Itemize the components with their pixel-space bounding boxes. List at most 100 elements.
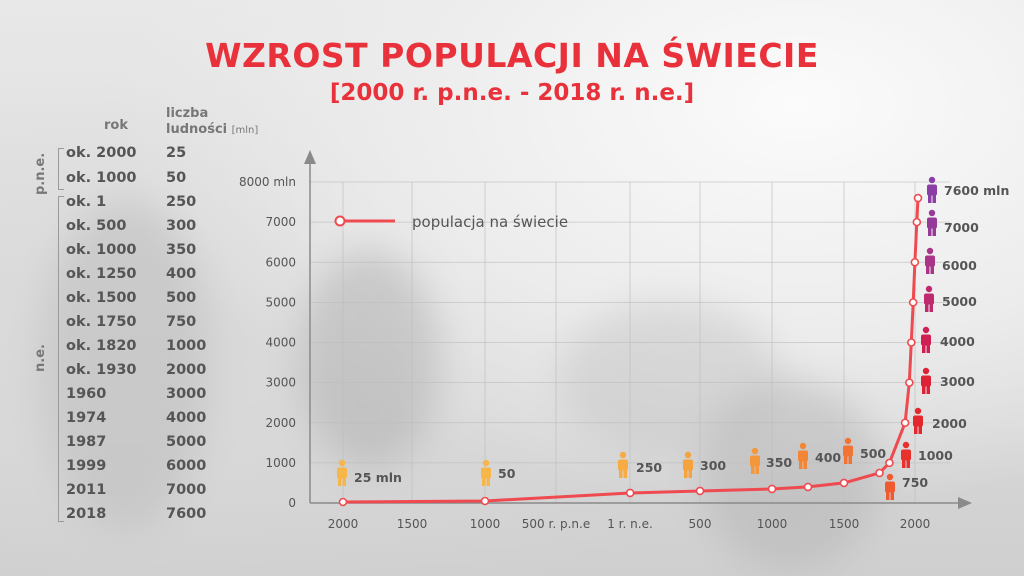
marker-label: 7600 mln: [944, 183, 1009, 198]
x-tick-label: 500 r. p.n.e: [522, 517, 590, 531]
background-blur: [560, 300, 780, 460]
table-cell-population: 500: [166, 290, 197, 306]
table-cell-population: 7600: [166, 506, 207, 522]
marker-label: 500: [860, 446, 886, 461]
y-tick-label: 0: [288, 496, 296, 510]
marker-label: 3000: [940, 374, 975, 389]
marker-label: 50: [498, 466, 516, 481]
y-tick-label: 6000: [265, 255, 296, 269]
table-cell-population: 3000: [166, 386, 207, 402]
data-point: [767, 484, 777, 494]
data-point: [338, 497, 348, 507]
data-point: [885, 458, 894, 468]
table-cell-year: ok. 1000: [66, 170, 137, 186]
table-cell-population: 2000: [166, 362, 207, 378]
chart-subtitle: [2000 r. p.n.e. - 2018 r. n.e.]: [329, 80, 695, 106]
person-icon: [750, 447, 760, 474]
person-icon: [481, 459, 491, 486]
table-row: ok. 1 250: [0, 194, 240, 218]
table-row: 1974 4000: [0, 410, 240, 434]
table-header-pop: ludności [mln]: [166, 122, 258, 137]
data-point: [905, 378, 914, 387]
person-icon: [885, 473, 895, 500]
x-tick-label: 1 r. n.e.: [607, 517, 653, 531]
background-blur: [700, 380, 880, 570]
series-line: [342, 198, 920, 504]
legend-marker: [334, 215, 346, 227]
table-header-pop-line2: ludności: [166, 122, 228, 137]
table-row: ok. 500 300: [0, 218, 240, 242]
marker-label: 300: [700, 458, 726, 473]
marker-label: 400: [815, 450, 841, 465]
person-icon: [927, 176, 937, 203]
table-cell-year: ok. 1000: [66, 242, 137, 258]
table-cell-year: ok. 2000: [66, 145, 137, 161]
chart-title: WZROST POPULACJI NA ŚWIECIE: [205, 36, 819, 75]
marker-label: 25 mln: [354, 470, 402, 485]
person-icon: [921, 367, 931, 394]
background-blur: [300, 250, 440, 470]
marker-label: 350: [766, 455, 792, 470]
table-row: ok. 1750 750: [0, 314, 240, 338]
x-tick-label: 500: [689, 517, 712, 531]
table-cell-year: ok. 1250: [66, 266, 137, 282]
person-icon: [843, 437, 853, 464]
marker-label: 5000: [942, 294, 977, 309]
table-row: 1987 5000: [0, 434, 240, 458]
data-point: [480, 496, 490, 506]
table-header-year: rok: [104, 118, 128, 133]
marker-label: 6000: [942, 258, 977, 273]
marker-label: 750: [902, 475, 928, 490]
data-point: [875, 468, 884, 478]
table-row: 1999 6000: [0, 458, 240, 482]
table-header-pop-line1: liczba: [166, 106, 209, 121]
marker-label: 4000: [940, 334, 975, 349]
marker-label: 2000: [932, 416, 967, 431]
table-cell-year: ok. 500: [66, 218, 127, 234]
person-icon: [921, 326, 931, 353]
table-cell-population: 25: [166, 145, 187, 161]
data-point: [625, 488, 635, 498]
y-tick-label: 1000: [265, 456, 296, 470]
person-icon: [913, 407, 923, 434]
y-tick-label: 4000: [265, 336, 296, 350]
x-tick-label: 1000: [470, 517, 501, 531]
table-cell-year: 2018: [66, 506, 107, 522]
x-tick-label: 2000: [900, 517, 931, 531]
table-cell-population: 1000: [166, 338, 207, 354]
table-cell-population: 5000: [166, 434, 207, 450]
table-cell-population: 300: [166, 218, 197, 234]
data-point: [908, 298, 918, 307]
table-row: ok. 1250 400: [0, 266, 240, 290]
table-row: ok. 1930 2000: [0, 362, 240, 386]
y-tick-label: 5000: [265, 295, 296, 309]
person-icon: [901, 441, 911, 468]
data-point: [803, 482, 813, 492]
table-cell-population: 7000: [166, 482, 207, 498]
x-axis-arrow: [958, 497, 972, 509]
y-tick-label: 7000: [265, 215, 296, 229]
person-icon: [683, 451, 693, 478]
data-point: [907, 338, 916, 347]
data-point: [912, 217, 922, 227]
table-cell-year: 1974: [66, 410, 107, 426]
x-tick-label: 1000: [757, 517, 788, 531]
table-cell-year: 1987: [66, 434, 107, 450]
table-row: 1960 3000: [0, 386, 240, 410]
data-point: [839, 478, 849, 488]
person-icon: [618, 451, 628, 478]
table-row: 2018 7600: [0, 506, 240, 530]
table-cell-year: 1999: [66, 458, 107, 474]
legend-label: populacja na świecie: [412, 213, 568, 231]
table-cell-population: 50: [166, 170, 187, 186]
table-row: ok. 1000 350: [0, 242, 240, 266]
y-tick-label: 3000: [265, 376, 296, 390]
person-icon: [927, 209, 937, 236]
table-cell-year: ok. 1750: [66, 314, 137, 330]
person-icon: [337, 459, 347, 486]
table-header-pop-unit: [mln]: [231, 125, 259, 136]
table-row: ok. 1500 500: [0, 290, 240, 314]
table-cell-population: 750: [166, 314, 197, 330]
table-cell-year: 2011: [66, 482, 107, 498]
